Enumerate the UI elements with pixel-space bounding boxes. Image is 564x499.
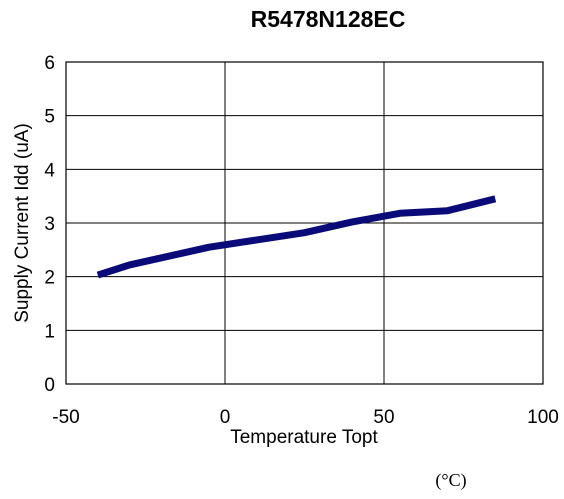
y-tick-label: 1 <box>44 321 55 342</box>
y-tick-label: 4 <box>44 160 55 181</box>
x-tick-label: 100 <box>527 407 559 428</box>
x-tick-label: 0 <box>220 407 231 428</box>
x-axis-label: Temperature Topt <box>230 427 378 448</box>
x-tick-label: -50 <box>52 407 79 428</box>
grid-lines <box>66 62 543 384</box>
y-tick-label: 5 <box>44 107 55 128</box>
series-line <box>96 195 497 279</box>
y-tick-label: 0 <box>44 375 55 396</box>
chart-title: R5478N128EC <box>251 6 406 32</box>
x-tick-labels: -50 0 50 100 <box>52 407 559 428</box>
y-tick-label: 2 <box>44 268 55 289</box>
y-tick-labels: 0 1 2 3 4 5 6 <box>44 53 55 396</box>
y-tick-label: 3 <box>44 214 55 235</box>
plot-area <box>65 61 544 385</box>
y-axis-label: Supply Current Idd (uA) <box>12 123 33 323</box>
series-layer <box>96 195 497 279</box>
y-tick-label: 6 <box>44 53 55 74</box>
x-unit-label: (°C) <box>435 470 466 491</box>
x-tick-label: 50 <box>373 407 394 428</box>
